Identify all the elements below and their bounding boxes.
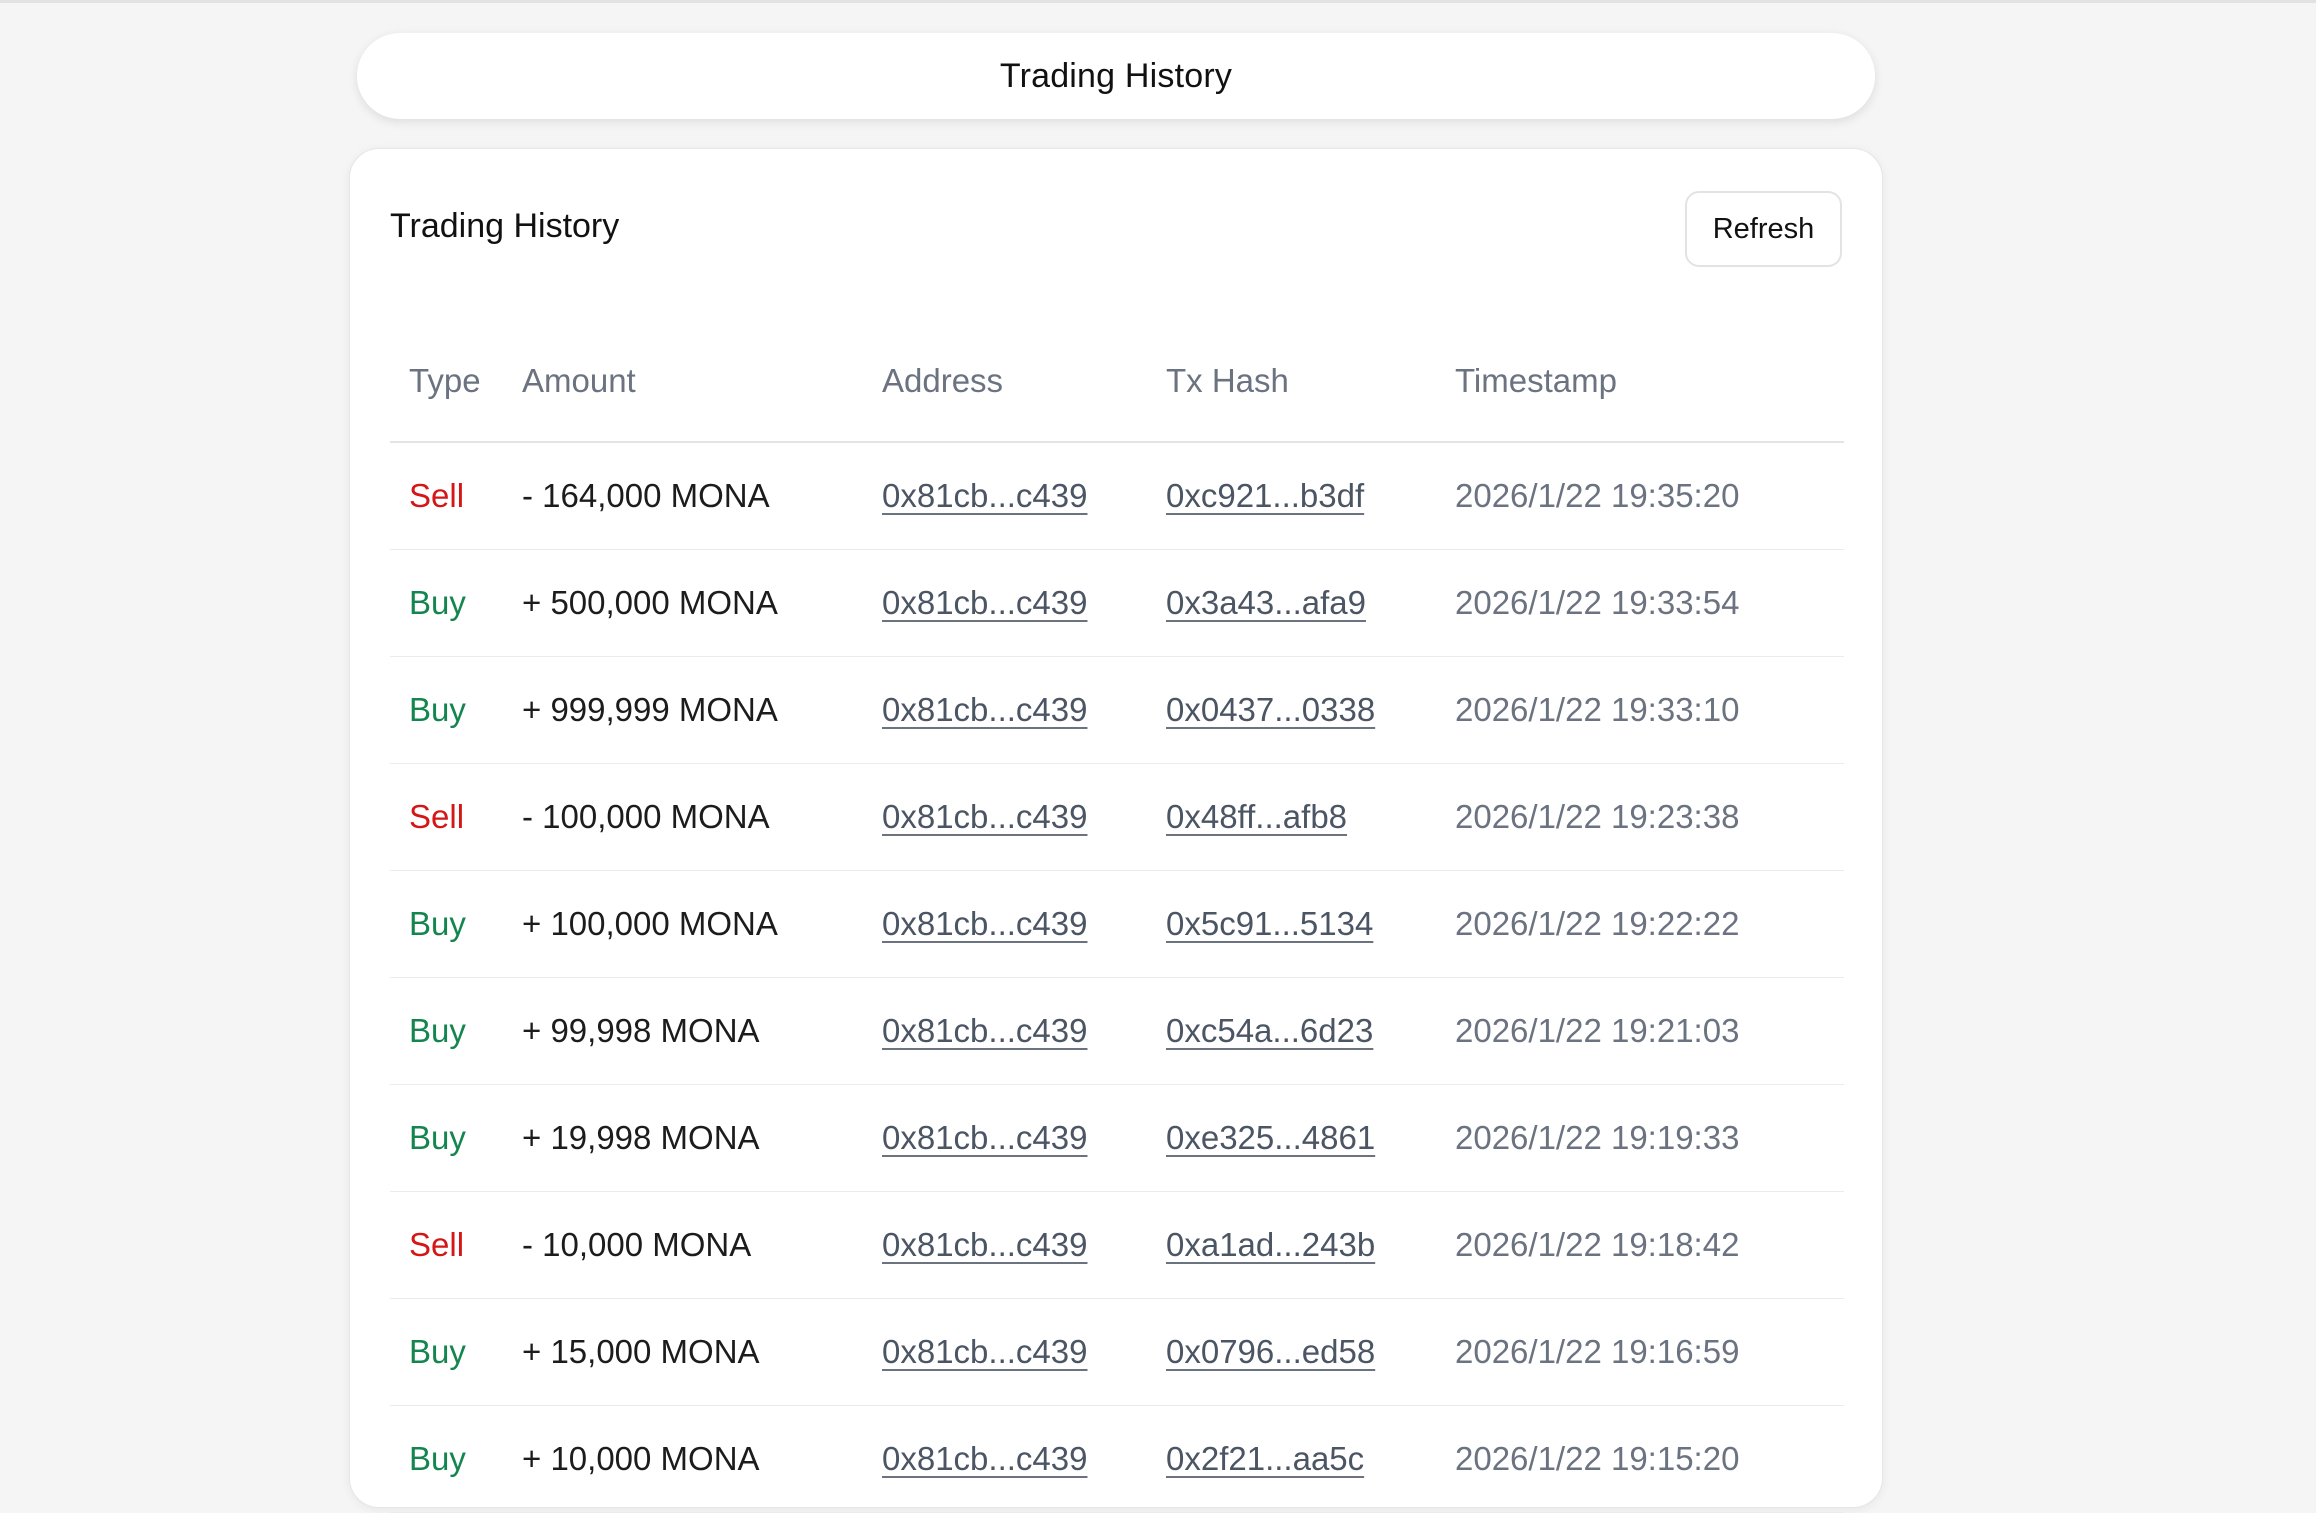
address-cell: 0x81cb...c439 xyxy=(863,1084,1147,1192)
address-cell: 0x81cb...c439 xyxy=(863,870,1147,978)
tx-hash-cell: 0x0437...0338 xyxy=(1147,656,1436,764)
trade-timestamp: 2026/1/22 19:16:59 xyxy=(1436,1298,1844,1406)
table-row: Buy + 19,998 MONA 0x81cb...c439 0xe325...48… xyxy=(390,1084,1844,1192)
tx-hash-link[interactable]: 0x2f21...aa5c xyxy=(1166,1440,1365,1477)
card-title: Trading History xyxy=(390,207,620,245)
trade-type: Buy xyxy=(390,1405,503,1513)
table-body: Sell - 164,000 MONA 0x81cb...c439 0xc921...… xyxy=(390,442,1844,1513)
address-link[interactable]: 0x81cb...c439 xyxy=(882,1012,1088,1049)
trade-amount: - 164,000 MONA xyxy=(503,442,863,550)
address-cell: 0x81cb...c439 xyxy=(863,549,1147,657)
trade-type: Buy xyxy=(390,1084,503,1192)
address-cell: 0x81cb...c439 xyxy=(863,1191,1147,1299)
trade-amount: - 10,000 MONA xyxy=(503,1191,863,1299)
address-cell: 0x81cb...c439 xyxy=(863,656,1147,764)
trade-timestamp: 2026/1/22 19:18:42 xyxy=(1436,1191,1844,1299)
tx-hash-link[interactable]: 0xc54a...6d23 xyxy=(1166,1012,1374,1049)
tx-hash-link[interactable]: 0xc921...b3df xyxy=(1166,477,1365,514)
trading-history-table: Type Amount Address Tx Hash Timestamp Se… xyxy=(390,321,1844,1513)
address-cell: 0x81cb...c439 xyxy=(863,763,1147,871)
address-link[interactable]: 0x81cb...c439 xyxy=(882,905,1088,942)
trade-timestamp: 2026/1/22 19:15:20 xyxy=(1436,1405,1844,1513)
address-cell: 0x81cb...c439 xyxy=(863,1298,1147,1406)
tx-hash-cell: 0xc921...b3df xyxy=(1147,442,1436,550)
trade-timestamp: 2026/1/22 19:22:22 xyxy=(1436,870,1844,978)
column-header-amount: Amount xyxy=(503,321,863,443)
trade-amount: + 999,999 MONA xyxy=(503,656,863,764)
tx-hash-link[interactable]: 0xa1ad...243b xyxy=(1166,1226,1376,1263)
tx-hash-cell: 0x2f21...aa5c xyxy=(1147,1405,1436,1513)
trade-timestamp: 2026/1/22 19:33:10 xyxy=(1436,656,1844,764)
address-link[interactable]: 0x81cb...c439 xyxy=(882,1440,1088,1477)
trade-amount: + 15,000 MONA xyxy=(503,1298,863,1406)
address-link[interactable]: 0x81cb...c439 xyxy=(882,798,1088,835)
trade-type: Buy xyxy=(390,549,503,657)
address-link[interactable]: 0x81cb...c439 xyxy=(882,1119,1088,1156)
table-row: Sell - 100,000 MONA 0x81cb...c439 0x48ff...… xyxy=(390,763,1844,871)
tx-hash-cell: 0xe325...4861 xyxy=(1147,1084,1436,1192)
tx-hash-link[interactable]: 0x3a43...afa9 xyxy=(1166,584,1366,621)
column-header-tx-hash: Tx Hash xyxy=(1147,321,1436,443)
trade-timestamp: 2026/1/22 19:23:38 xyxy=(1436,763,1844,871)
table-header-row: Type Amount Address Tx Hash Timestamp xyxy=(390,321,1844,443)
column-header-timestamp: Timestamp xyxy=(1436,321,1844,443)
tx-hash-cell: 0x5c91...5134 xyxy=(1147,870,1436,978)
trade-type: Sell xyxy=(390,1191,503,1299)
trade-timestamp: 2026/1/22 19:19:33 xyxy=(1436,1084,1844,1192)
address-link[interactable]: 0x81cb...c439 xyxy=(882,584,1088,621)
tx-hash-cell: 0x3a43...afa9 xyxy=(1147,549,1436,657)
trade-amount: + 100,000 MONA xyxy=(503,870,863,978)
tx-hash-cell: 0xc54a...6d23 xyxy=(1147,977,1436,1085)
table-row: Sell - 10,000 MONA 0x81cb...c439 0xa1ad...2… xyxy=(390,1191,1844,1299)
column-header-address: Address xyxy=(863,321,1147,443)
trade-type: Buy xyxy=(390,656,503,764)
tx-hash-link[interactable]: 0xe325...4861 xyxy=(1166,1119,1376,1156)
table-row: Buy + 10,000 MONA 0x81cb...c439 0x2f21...aa… xyxy=(390,1405,1844,1513)
table-row: Buy + 500,000 MONA 0x81cb...c439 0x3a43...a… xyxy=(390,549,1844,657)
trade-type: Sell xyxy=(390,442,503,550)
tx-hash-link[interactable]: 0x5c91...5134 xyxy=(1166,905,1374,942)
address-cell: 0x81cb...c439 xyxy=(863,442,1147,550)
tx-hash-link[interactable]: 0x0437...0338 xyxy=(1166,691,1376,728)
trade-amount: + 10,000 MONA xyxy=(503,1405,863,1513)
trade-timestamp: 2026/1/22 19:21:03 xyxy=(1436,977,1844,1085)
trade-amount: + 99,998 MONA xyxy=(503,977,863,1085)
page-header: Trading History xyxy=(357,33,1875,119)
top-divider xyxy=(0,0,2316,3)
table-row: Buy + 999,999 MONA 0x81cb...c439 0x0437...0… xyxy=(390,656,1844,764)
trade-type: Sell xyxy=(390,763,503,871)
trade-amount: + 19,998 MONA xyxy=(503,1084,863,1192)
trade-type: Buy xyxy=(390,1298,503,1406)
tx-hash-cell: 0x48ff...afb8 xyxy=(1147,763,1436,871)
tx-hash-link[interactable]: 0x0796...ed58 xyxy=(1166,1333,1376,1370)
address-link[interactable]: 0x81cb...c439 xyxy=(882,1333,1088,1370)
page-title: Trading History xyxy=(999,56,1233,95)
trade-amount: - 100,000 MONA xyxy=(503,763,863,871)
trade-type: Buy xyxy=(390,977,503,1085)
trade-type: Buy xyxy=(390,870,503,978)
table-row: Buy + 100,000 MONA 0x81cb...c439 0x5c91...5… xyxy=(390,870,1844,978)
trade-timestamp: 2026/1/22 19:35:20 xyxy=(1436,442,1844,550)
trading-history-card: Trading History Refresh Type Amount Addr… xyxy=(349,148,1883,1513)
tx-hash-link[interactable]: 0x48ff...afb8 xyxy=(1166,798,1348,835)
tx-hash-cell: 0xa1ad...243b xyxy=(1147,1191,1436,1299)
address-cell: 0x81cb...c439 xyxy=(863,977,1147,1085)
trade-amount: + 500,000 MONA xyxy=(503,549,863,657)
trade-timestamp: 2026/1/22 19:33:54 xyxy=(1436,549,1844,657)
address-cell: 0x81cb...c439 xyxy=(863,1405,1147,1513)
refresh-button[interactable]: Refresh xyxy=(1685,191,1842,267)
address-link[interactable]: 0x81cb...c439 xyxy=(882,691,1088,728)
table-row: Buy + 15,000 MONA 0x81cb...c439 0x0796...ed… xyxy=(390,1298,1844,1406)
table-row: Buy + 99,998 MONA 0x81cb...c439 0xc54a...6d… xyxy=(390,977,1844,1085)
table-row: Sell - 164,000 MONA 0x81cb...c439 0xc921...… xyxy=(390,442,1844,550)
column-header-type: Type xyxy=(390,321,503,443)
address-link[interactable]: 0x81cb...c439 xyxy=(882,477,1088,514)
tx-hash-cell: 0x0796...ed58 xyxy=(1147,1298,1436,1406)
address-link[interactable]: 0x81cb...c439 xyxy=(882,1226,1088,1263)
